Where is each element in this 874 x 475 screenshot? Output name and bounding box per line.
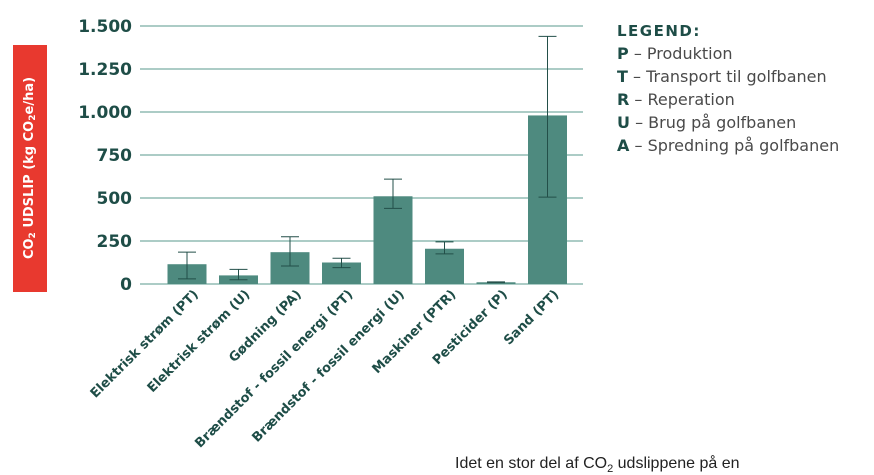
legend-text: – Produktion	[628, 44, 733, 63]
y-tick-label: 250	[97, 232, 133, 252]
legend-item-u: U – Brug på golfbanen	[617, 111, 839, 134]
x-tick-label: Elektrisk strøm (U)	[145, 287, 254, 396]
y-tick-label: 500	[97, 189, 133, 209]
legend-key: R	[617, 90, 630, 109]
bar	[322, 262, 361, 284]
legend-text: – Spredning på golfbanen	[629, 136, 840, 155]
y-tick-label: 1.250	[78, 60, 132, 80]
legend-text: – Brug på golfbanen	[630, 113, 797, 132]
legend-item-p: P – Produktion	[617, 42, 839, 65]
legend-title: LEGEND:	[617, 22, 701, 40]
legend-item-t: T – Transport til golfbanen	[617, 65, 839, 88]
legend-text: – Reperation	[629, 90, 735, 109]
legend-text: – Transport til golfbanen	[627, 67, 827, 86]
legend-item-r: R – Reperation	[617, 88, 839, 111]
y-tick-label: 750	[97, 146, 133, 166]
bar	[476, 282, 516, 284]
gridlines	[140, 25, 583, 285]
legend-key: U	[617, 113, 630, 132]
bars	[167, 115, 567, 284]
y-tick-labels: 0 250 500 750 1.000 1.250 1.500	[78, 17, 132, 295]
bar	[425, 248, 464, 284]
y-tick-label: 1.500	[78, 17, 132, 37]
error-bars	[178, 35, 557, 284]
legend-key: A	[617, 136, 630, 155]
y-axis-label: CO2 UDSLIP (kg CO2e/ha)	[22, 76, 38, 260]
bar	[373, 196, 413, 284]
legend-item-a: A – Spredning på golfbanen	[617, 134, 839, 157]
x-tick-label: Sand (PT)	[501, 287, 562, 348]
caption-text: Idet en stor del af CO2 udslippene på en	[455, 455, 740, 475]
legend-key: P	[617, 44, 629, 63]
legend-key: T	[617, 67, 628, 86]
x-tick-labels: Elektrisk strøm (PT)Elektrisk strøm (U)G…	[88, 287, 563, 451]
y-tick-label: 1.000	[78, 103, 132, 123]
legend: LEGEND: P – Produktion T – Transport til…	[617, 22, 839, 157]
y-axis-label-box	[13, 45, 47, 292]
y-tick-label: 0	[120, 275, 132, 295]
